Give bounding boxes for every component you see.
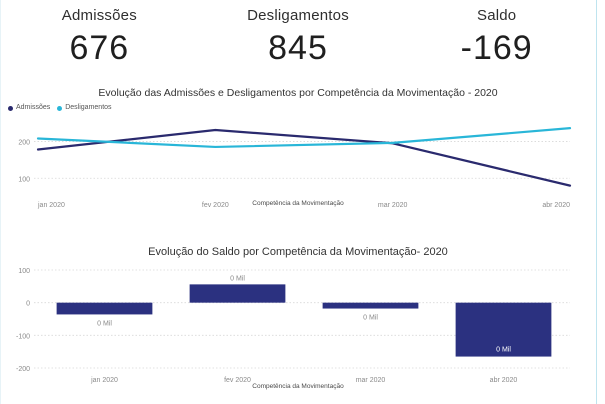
bar-fev-2020[interactable] bbox=[189, 284, 286, 303]
line-chart-ytick-label: 200 bbox=[18, 139, 30, 146]
line-series-admissões[interactable] bbox=[36, 128, 572, 187]
bar-chart-panel[interactable]: Evolução do Saldo por Competência da Mov… bbox=[0, 243, 596, 404]
bar-value-label: 0 Mil bbox=[363, 315, 378, 322]
bar-value-label: 0 Mil bbox=[97, 320, 112, 327]
line-chart-plot-area[interactable]: 100 200 jan 2020 fev 2020 mar 2020 abr 2020 bbox=[0, 115, 596, 209]
line-chart-xtick-label: abr 2020 bbox=[542, 202, 570, 209]
kpi-value-admissoes: 676 bbox=[69, 29, 130, 67]
legend-dot-icon-admissoes bbox=[8, 105, 13, 111]
line-chart-xaxis-title: Competência da Movimentação bbox=[252, 200, 344, 207]
bar-chart-xtick-label: jan 2020 bbox=[90, 377, 118, 384]
legend-label-desligamentos: Desligamentos bbox=[65, 104, 112, 111]
legend-dot-icon-desligamentos bbox=[57, 105, 63, 111]
kpi-card-admissoes[interactable]: Admissões 676 bbox=[0, 0, 199, 70]
line-chart-ytick-label: 100 bbox=[18, 176, 30, 183]
kpi-title-desligamentos: Desligamentos bbox=[247, 7, 349, 24]
bar-value-label: 0 Mil bbox=[230, 275, 245, 282]
kpi-card-saldo[interactable]: Saldo -169 bbox=[397, 0, 596, 70]
bar-chart-xtick-label: mar 2020 bbox=[356, 377, 386, 384]
kpi-value-saldo: -169 bbox=[460, 29, 533, 67]
line-chart-title: Evolução das Admissões e Desligamentos p… bbox=[98, 87, 498, 99]
panel-right-border bbox=[596, 0, 597, 404]
kpi-card-desligamentos[interactable]: Desligamentos 845 bbox=[199, 0, 398, 70]
legend-item-admissoes[interactable]: Admissões bbox=[8, 103, 50, 113]
bar-chart-xaxis-title: Competência da Movimentação bbox=[252, 383, 344, 390]
bar-chart-ytick-label: 0 bbox=[26, 301, 30, 308]
line-series-desligamentos[interactable] bbox=[36, 127, 572, 149]
bar-chart-ytick-label: 100 bbox=[18, 268, 30, 275]
bar-jan-2020[interactable] bbox=[56, 302, 153, 315]
line-chart-xtick-label: fev 2020 bbox=[202, 202, 229, 209]
kpi-title-saldo: Saldo bbox=[476, 7, 517, 24]
bar-value-label: 0 Mil bbox=[496, 347, 511, 354]
bar-chart-xtick-label: fev 2020 bbox=[224, 377, 251, 384]
legend-label-admissoes: Admissões bbox=[16, 104, 51, 111]
kpi-title-admissoes: Admissões bbox=[61, 7, 137, 24]
kpi-row: Admissões 676 Desligamentos 845 Saldo -1… bbox=[0, 0, 596, 80]
kpi-value-desligamentos: 845 bbox=[268, 29, 328, 67]
bar-chart-xtick-label: abr 2020 bbox=[490, 377, 518, 384]
bar-chart-ytick-label: -100 bbox=[16, 333, 30, 340]
bar-chart-svg: 100 0 -100 -200 0 Mil 0 Mil 0 Mil 0 Mil jan 2020… bbox=[16, 268, 570, 384]
legend-item-desligamentos[interactable]: Desligamentos bbox=[57, 103, 112, 113]
bar-mar-2020[interactable] bbox=[322, 302, 419, 309]
line-chart-xtick-label: jan 2020 bbox=[37, 202, 65, 209]
bar-chart-title: Evolução do Saldo por Competência da Mov… bbox=[148, 246, 448, 258]
bar-chart-plot-area[interactable]: 100 0 -100 -200 0 Mil 0 Mil 0 Mil 0 Mil jan 2020… bbox=[0, 262, 596, 384]
line-chart-legend: Admissões Desligamentos bbox=[0, 103, 596, 113]
bar-chart-ytick-label: -200 bbox=[16, 366, 30, 373]
line-chart-svg: 100 200 jan 2020 fev 2020 mar 2020 abr 2020 bbox=[18, 127, 572, 209]
panel-left-border bbox=[0, 0, 1, 404]
line-chart-xtick-label: mar 2020 bbox=[378, 202, 408, 209]
line-chart-panel[interactable]: Evolução das Admissões e Desligamentos p… bbox=[0, 84, 596, 232]
bar-abr-2020[interactable] bbox=[455, 302, 552, 357]
